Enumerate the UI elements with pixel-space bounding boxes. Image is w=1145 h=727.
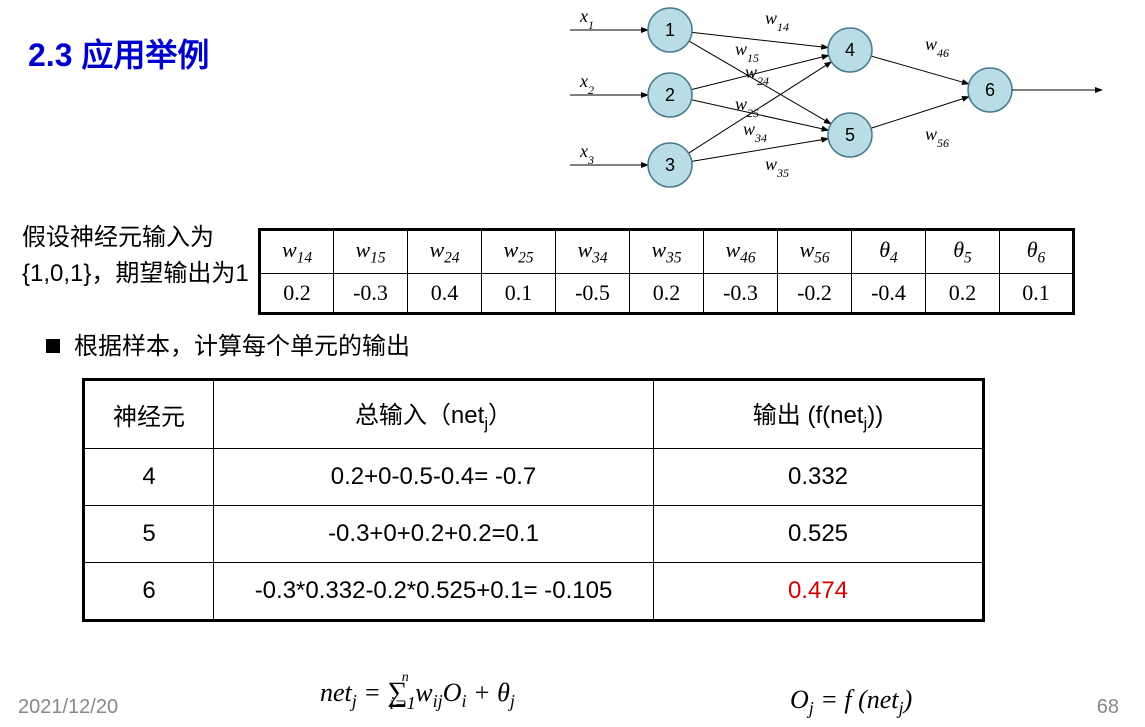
svg-text:w46: w46: [925, 34, 949, 60]
weights-value-cell: -0.4: [852, 274, 926, 314]
calc-header-input: 总输入（netj）: [214, 380, 654, 449]
weights-value-cell: 0.4: [408, 274, 482, 314]
svg-text:6: 6: [985, 80, 995, 100]
network-diagram: w14w15w24w25w34w35w46w56 x1x2x3 123456: [540, 0, 1120, 200]
calc-header-output: 输出 (f(netj)): [654, 380, 984, 449]
weights-header-cell: w56: [778, 230, 852, 274]
weights-header-cell: w15: [334, 230, 408, 274]
weights-value-cell: 0.2: [926, 274, 1000, 314]
calc-table: 神经元 总输入（netj） 输出 (f(netj)) 40.2+0-0.5-0.…: [82, 378, 985, 622]
svg-text:w34: w34: [743, 119, 767, 145]
weights-header-cell: θ5: [926, 230, 1000, 274]
svg-text:w24: w24: [745, 62, 769, 88]
calc-neuron-cell: 4: [84, 448, 214, 505]
formula-output: Oj = f (netj): [790, 685, 912, 719]
footer-page: 68: [1097, 696, 1119, 719]
calc-neuron-cell: 6: [84, 562, 214, 620]
svg-text:w35: w35: [765, 154, 789, 180]
calc-neuron-cell: 5: [84, 505, 214, 562]
calc-row: 5-0.3+0+0.2+0.2=0.10.525: [84, 505, 984, 562]
weights-table: w14w15w24w25w34w35w46w56θ4θ5θ6 0.2-0.30.…: [258, 228, 1075, 315]
bullet-step: 根据样本，计算每个单元的输出: [46, 326, 410, 361]
svg-text:x1: x1: [579, 6, 594, 32]
svg-text:x2: x2: [579, 71, 594, 97]
weights-value-cell: -0.2: [778, 274, 852, 314]
svg-text:x3: x3: [579, 141, 594, 167]
calc-input-cell: -0.3*0.332-0.2*0.525+0.1= -0.105: [214, 562, 654, 620]
calc-output-cell: 0.525: [654, 505, 984, 562]
weights-value-cell: 0.1: [482, 274, 556, 314]
calc-row: 6-0.3*0.332-0.2*0.525+0.1= -0.1050.474: [84, 562, 984, 620]
calc-header-neuron: 神经元: [84, 380, 214, 449]
calc-output-cell: 0.474: [654, 562, 984, 620]
svg-text:w56: w56: [925, 124, 949, 150]
weights-value-cell: -0.5: [556, 274, 630, 314]
svg-text:5: 5: [845, 125, 855, 145]
weights-header-cell: w46: [704, 230, 778, 274]
svg-text:w14: w14: [765, 8, 789, 34]
footer-date: 2021/12/20: [18, 696, 118, 719]
svg-text:4: 4: [845, 40, 855, 60]
calc-input-cell: 0.2+0-0.5-0.4= -0.7: [214, 448, 654, 505]
calc-output-cell: 0.332: [654, 448, 984, 505]
svg-text:1: 1: [665, 20, 675, 40]
calc-row: 40.2+0-0.5-0.4= -0.70.332: [84, 448, 984, 505]
calc-input-cell: -0.3+0+0.2+0.2=0.1: [214, 505, 654, 562]
weights-header-cell: θ4: [852, 230, 926, 274]
weights-value-cell: -0.3: [704, 274, 778, 314]
bullet-text: 根据样本，计算每个单元的输出: [74, 333, 410, 360]
weights-value-cell: 0.2: [630, 274, 704, 314]
formula-net: netj = ∑i=1n wijOi + θj: [320, 670, 515, 714]
weights-header-cell: w34: [556, 230, 630, 274]
bullet-square-icon: [46, 339, 60, 353]
weights-header-cell: w35: [630, 230, 704, 274]
weights-value-cell: 0.2: [260, 274, 334, 314]
weights-header-cell: θ6: [1000, 230, 1074, 274]
assumption-text: 假设神经元输入为{1,0,1}，期望输出为1: [22, 220, 252, 292]
svg-text:2: 2: [665, 85, 675, 105]
weights-header-cell: w25: [482, 230, 556, 274]
weights-header-cell: w24: [408, 230, 482, 274]
weights-value-cell: -0.3: [334, 274, 408, 314]
weights-header-cell: w14: [260, 230, 334, 274]
svg-text:3: 3: [665, 155, 675, 175]
weights-value-cell: 0.1: [1000, 274, 1074, 314]
section-title: 2.3 应用举例: [28, 30, 209, 76]
